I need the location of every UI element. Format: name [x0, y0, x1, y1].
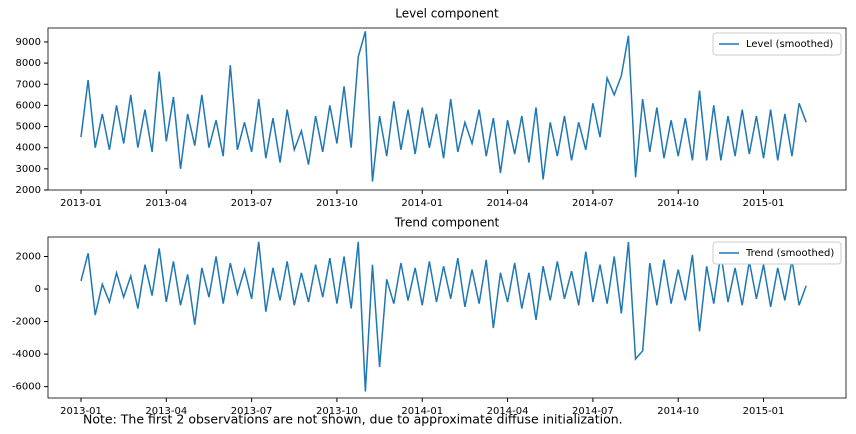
- y-tick-label: 5000: [16, 122, 41, 133]
- y-tick-label: -2000: [12, 317, 41, 328]
- legend-box: [712, 32, 842, 56]
- x-tick-label: 2013-04: [145, 406, 187, 417]
- x-tick-label: 2015-01: [743, 406, 785, 417]
- chart-title: Level component: [395, 7, 499, 21]
- x-tick-label: 2014-01: [401, 406, 443, 417]
- y-tick-label: -4000: [12, 349, 41, 360]
- x-tick-label: 2013-07: [231, 198, 273, 209]
- y-tick-label: -6000: [12, 382, 41, 393]
- legend-label: Trend (smoothed): [745, 248, 834, 259]
- x-tick-label: 2014-07: [572, 198, 614, 209]
- y-tick-label: 6000: [16, 100, 41, 111]
- x-tick-label: 2014-04: [487, 406, 529, 417]
- x-tick-label: 2013-10: [316, 198, 358, 209]
- x-tick-label: 2014-10: [657, 198, 699, 209]
- x-tick-label: 2013-07: [231, 406, 273, 417]
- y-tick-label: 8000: [16, 58, 41, 69]
- note: Note: The first 2 observations are not s…: [83, 412, 623, 427]
- x-tick-label: 2013-01: [60, 198, 102, 209]
- line: [80, 241, 807, 392]
- legend-box: [712, 241, 842, 265]
- x-tick-label: 2014-07: [572, 406, 614, 417]
- axes-frame: [47, 236, 847, 399]
- x-tick-label: 2014-10: [657, 406, 699, 417]
- y-tick-label: 2000: [16, 185, 41, 196]
- y-tick-label: 7000: [16, 79, 41, 90]
- x-tick-label: 2014-01: [401, 198, 443, 209]
- x-tick-label: 2013-01: [60, 406, 102, 417]
- legend-label: Level (smoothed): [746, 39, 833, 50]
- x-tick-label: 2013-04: [145, 198, 187, 209]
- axes-frame: [47, 27, 847, 191]
- y-tick-label: 3000: [16, 164, 41, 175]
- y-tick-label: 0: [35, 284, 41, 295]
- line: [80, 31, 807, 182]
- y-tick-label: 2000: [16, 252, 41, 263]
- x-tick-label: 2015-01: [743, 198, 785, 209]
- chart-title: Trend component: [394, 216, 500, 230]
- x-tick-label: 2013-10: [316, 406, 358, 417]
- y-tick-label: 9000: [16, 37, 41, 48]
- y-tick-label: 4000: [16, 143, 41, 154]
- x-tick-label: 2014-04: [487, 198, 529, 209]
